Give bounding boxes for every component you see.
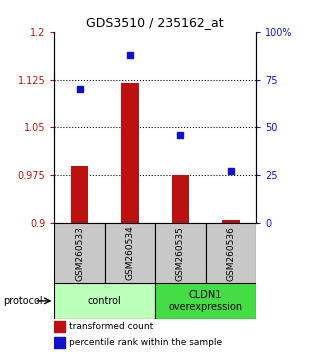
Bar — [54, 223, 105, 283]
Bar — [54, 321, 65, 332]
Bar — [222, 220, 240, 223]
Bar — [54, 283, 155, 319]
Text: control: control — [88, 296, 122, 306]
Point — [127, 52, 132, 58]
Bar — [172, 175, 189, 223]
Text: protocol: protocol — [3, 296, 43, 306]
Text: GSM260536: GSM260536 — [226, 225, 235, 281]
Bar — [206, 223, 256, 283]
Text: GSM260534: GSM260534 — [125, 226, 134, 280]
Text: GSM260535: GSM260535 — [176, 225, 185, 281]
Bar — [71, 166, 88, 223]
Bar — [121, 83, 139, 223]
Text: transformed count: transformed count — [69, 322, 153, 331]
Point — [178, 132, 183, 138]
Point — [77, 86, 82, 92]
Bar — [155, 283, 256, 319]
Text: CLDN1
overexpression: CLDN1 overexpression — [169, 290, 243, 312]
Bar — [105, 223, 155, 283]
Text: percentile rank within the sample: percentile rank within the sample — [69, 338, 222, 347]
Title: GDS3510 / 235162_at: GDS3510 / 235162_at — [86, 16, 224, 29]
Bar — [54, 337, 65, 348]
Bar — [155, 223, 206, 283]
Text: GSM260533: GSM260533 — [75, 225, 84, 281]
Point — [228, 169, 233, 174]
